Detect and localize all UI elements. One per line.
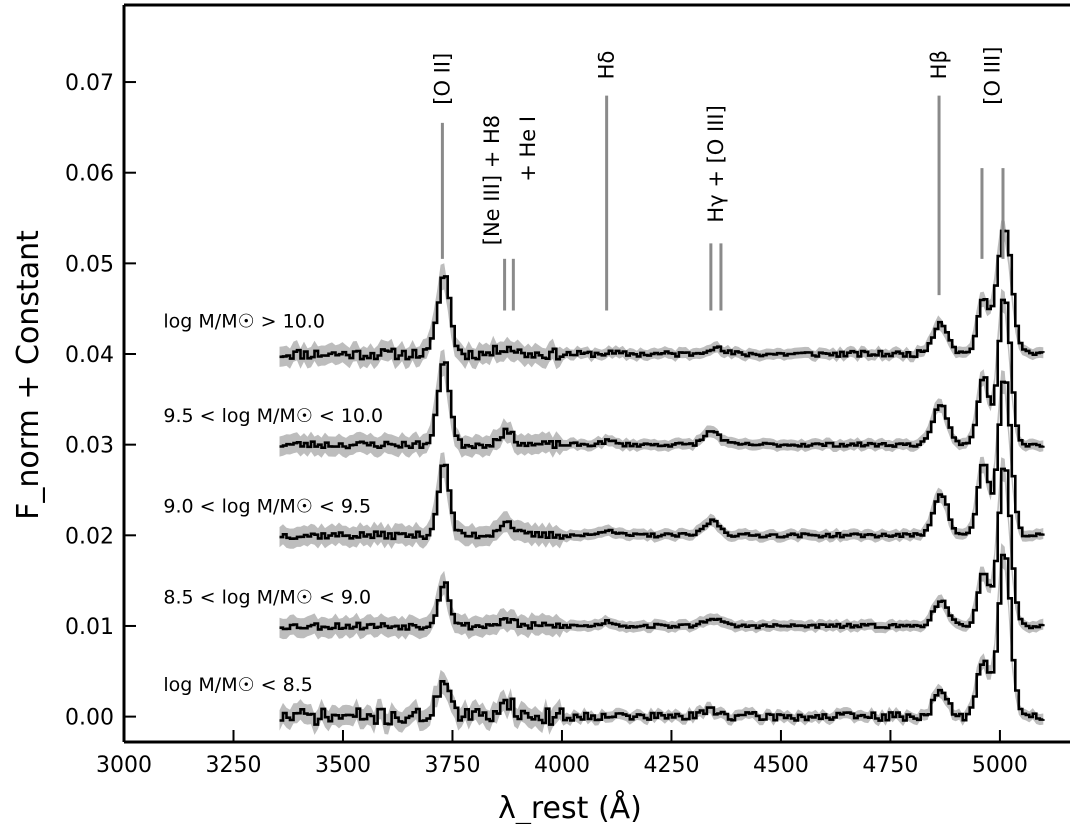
series-line-0 [279, 229, 1045, 361]
y-tick-label-5: 0.05 [65, 252, 114, 277]
series-line-4 [279, 553, 1045, 726]
series-label-3: 8.5 < log M/M☉ < 9.0 [163, 586, 371, 608]
x-tick-label-3: 3750 [424, 753, 480, 778]
x-tick-label-4: 4000 [534, 753, 590, 778]
series-error-band-2 [279, 370, 1044, 549]
y-tick-label-0: 0.00 [65, 706, 114, 731]
plot-area: log M/M☉ > 10.0 9.5 < log M/M☉ < 10.0 9.0 … [163, 47, 1045, 735]
line-label-3: Hδ [595, 51, 619, 80]
y-tick-label-2: 0.02 [65, 524, 114, 549]
series-label-4: log M/M☉ < 8.5 [163, 674, 312, 696]
x-axis-title: λ_rest (Å) [498, 790, 642, 824]
x-tick-label-5: 4250 [643, 753, 699, 778]
y-tick-label-4: 0.04 [65, 343, 114, 368]
line-label-6: [O III] [980, 47, 1004, 105]
series-label-2: 9.0 < log M/M☉ < 9.5 [163, 496, 371, 518]
x-tick-label-0: 3000 [96, 753, 152, 778]
series-error-band-3 [279, 457, 1044, 640]
x-tick-label-8: 5000 [972, 753, 1028, 778]
x-tick-label-7: 4750 [862, 753, 918, 778]
series-line-1 [279, 298, 1045, 450]
series-line-2 [279, 380, 1045, 541]
series-label-1: 9.5 < log M/M☉ < 10.0 [163, 405, 383, 427]
line-label-4: Hγ + [O III] [704, 105, 728, 222]
series-label-0: log M/M☉ > 10.0 [163, 311, 325, 333]
axes: 3000 3250 3500 3750 4000 4250 4500 4750 5000 0.00… [65, 3, 1070, 778]
line-label-5: Hβ [927, 50, 951, 79]
y-tick-label-7: 0.07 [65, 71, 114, 96]
line-label-2: + He I [516, 116, 540, 182]
series-error-band-4 [279, 543, 1044, 735]
line-label-0: [O II] [430, 53, 454, 105]
series-line-3 [279, 467, 1045, 631]
series-error-band-0 [279, 220, 1044, 370]
y-tick-label-3: 0.03 [65, 434, 114, 459]
line-label-1: [Ne III] + H8 [480, 115, 504, 245]
y-tick-label-6: 0.06 [65, 162, 114, 187]
x-tick-label-2: 3500 [315, 753, 371, 778]
y-tick-label-1: 0.01 [65, 615, 114, 640]
y-axis-title: F_norm + Constant [11, 230, 46, 520]
x-tick-label-6: 4500 [753, 753, 809, 778]
x-tick-label-1: 3250 [205, 753, 261, 778]
